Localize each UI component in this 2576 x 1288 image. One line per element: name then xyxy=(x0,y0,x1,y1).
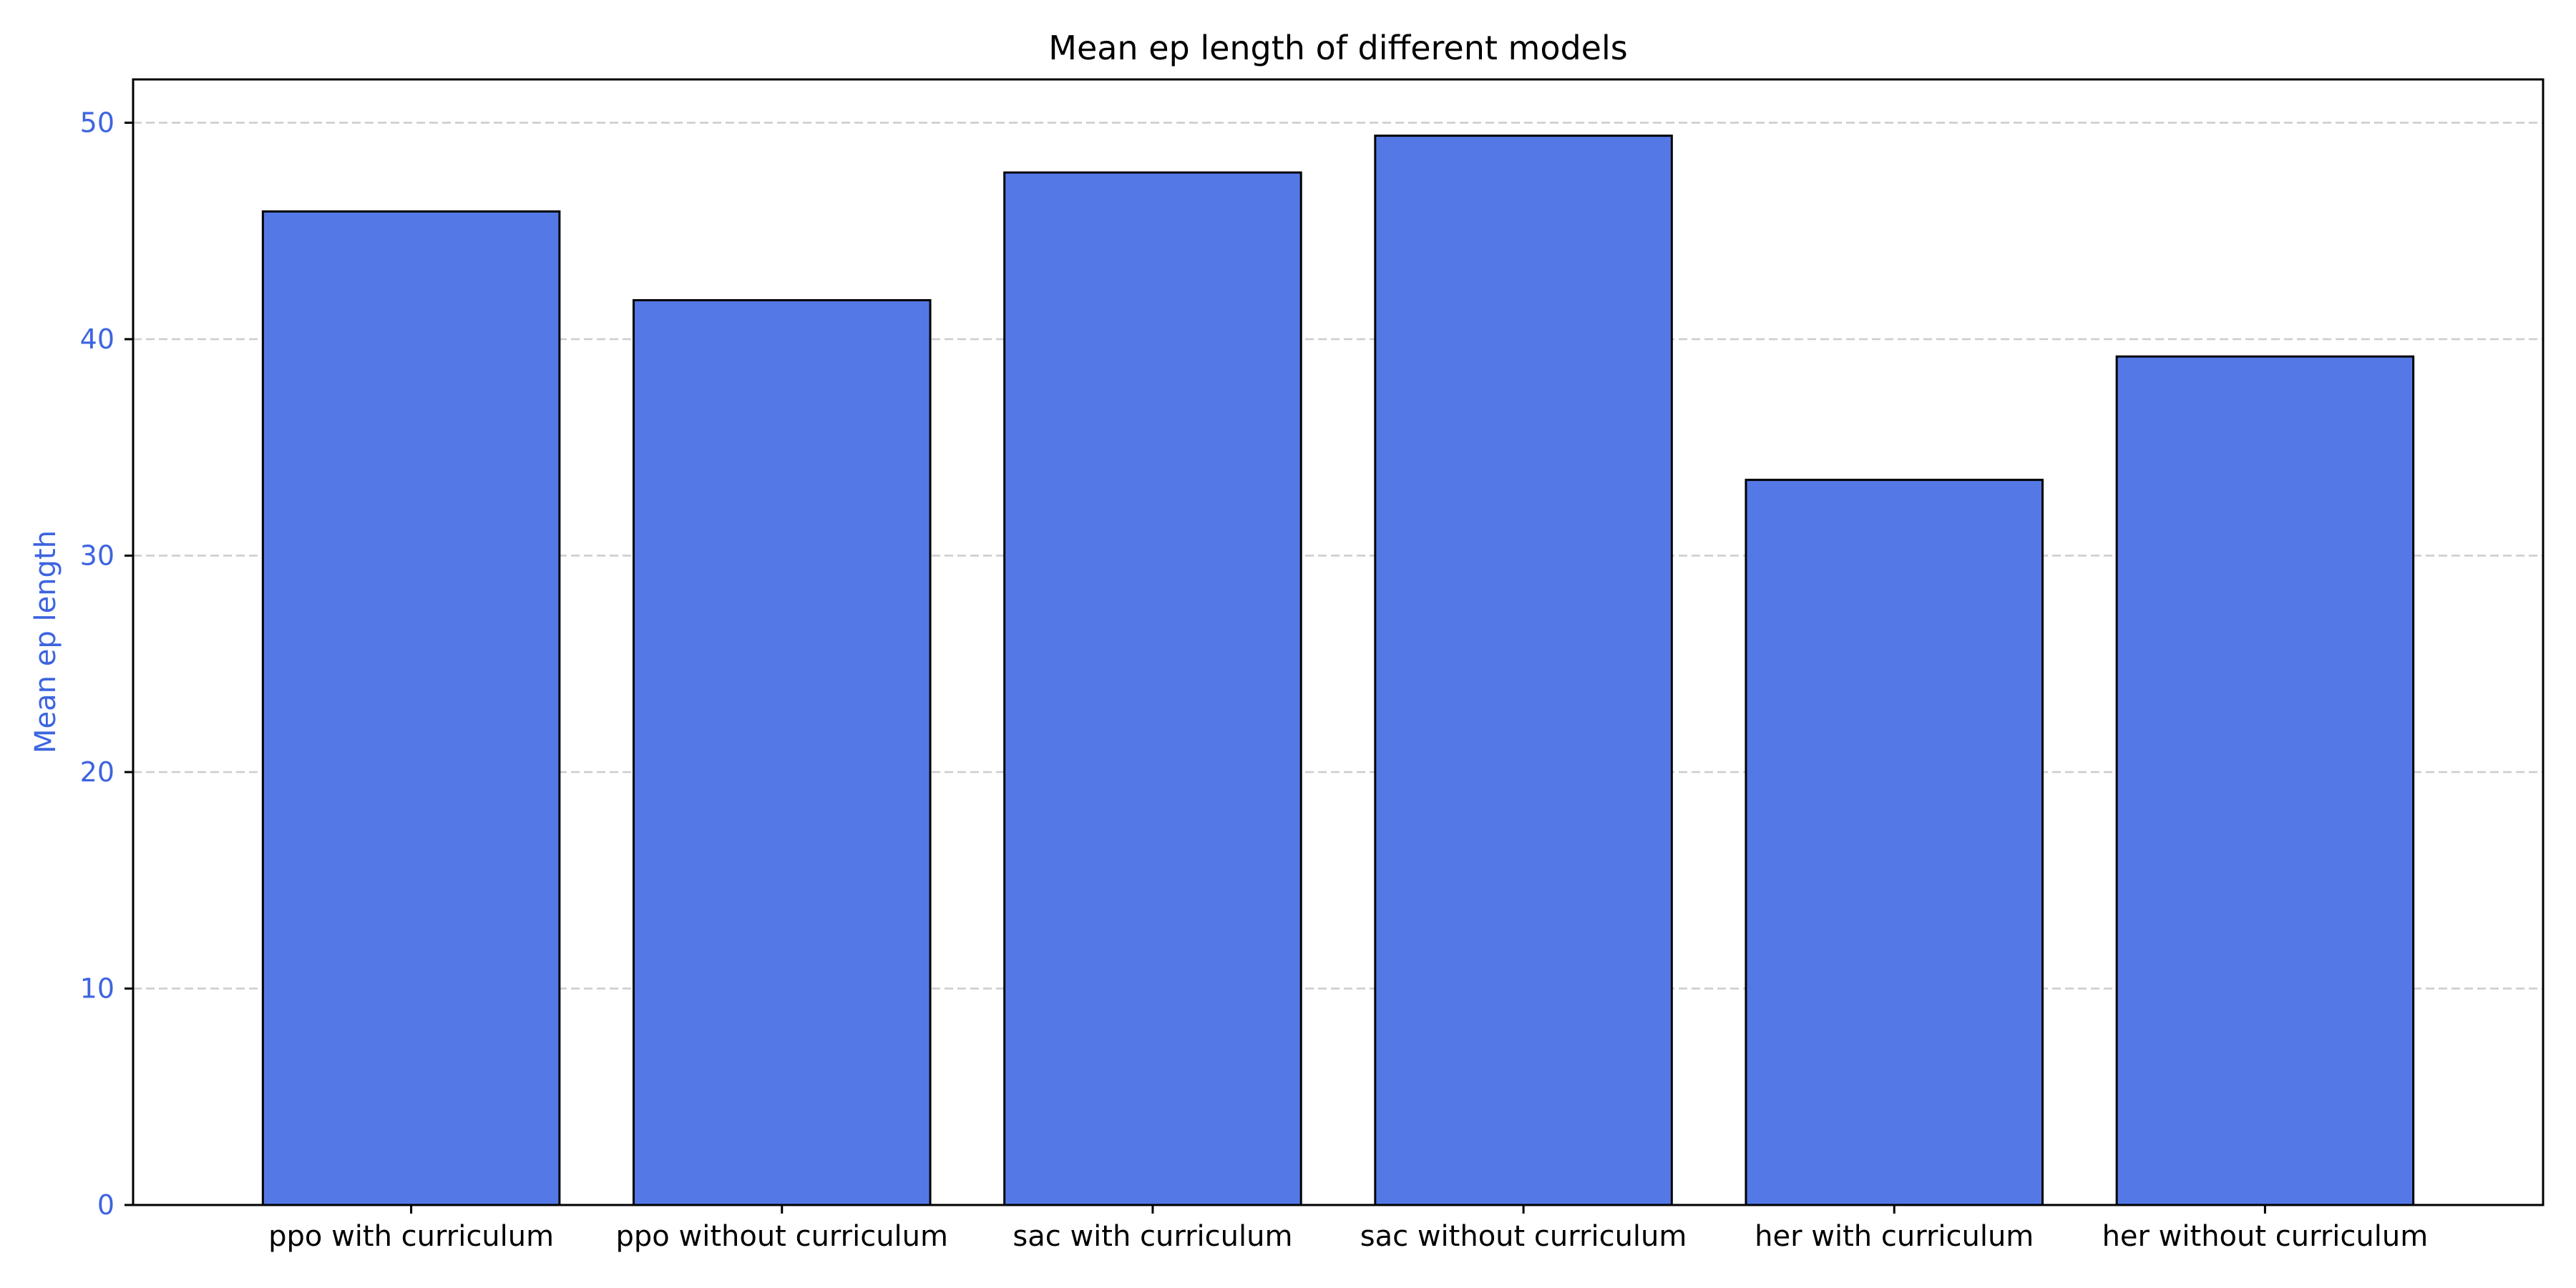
y-axis-label: Mean ep length xyxy=(29,530,62,753)
y-tick-label: 30 xyxy=(80,540,114,572)
x-tick-label: sac without curriculum xyxy=(1360,1220,1687,1253)
chart-title: Mean ep length of different models xyxy=(1048,29,1627,67)
y-tick-label: 0 xyxy=(97,1189,114,1221)
bars xyxy=(261,135,2415,1206)
x-tick-label: her without curriculum xyxy=(2102,1220,2429,1253)
y-axis-ticks: 0 10 20 30 40 50 xyxy=(80,107,133,1221)
y-tick-label: 10 xyxy=(80,973,114,1005)
y-tick-label: 40 xyxy=(80,323,114,355)
y-tick-label: 50 xyxy=(80,107,114,139)
plot-frame xyxy=(132,78,2545,1206)
y-tick-label: 20 xyxy=(80,756,114,788)
x-tick-label: sac with curriculum xyxy=(1013,1220,1292,1253)
x-tick-label: her with curriculum xyxy=(1755,1220,2034,1253)
bar-5 xyxy=(2115,355,2415,1206)
bar-3 xyxy=(1374,135,1673,1206)
x-axis-ticks: ppo with curriculum ppo without curriculu… xyxy=(268,1205,2428,1253)
bar-1 xyxy=(633,299,932,1206)
bar-2 xyxy=(1003,171,1302,1206)
bar-4 xyxy=(1745,479,2044,1206)
bar-0 xyxy=(261,210,561,1206)
x-tick-label: ppo with curriculum xyxy=(268,1220,554,1253)
x-tick-label: ppo without curriculum xyxy=(616,1220,948,1253)
